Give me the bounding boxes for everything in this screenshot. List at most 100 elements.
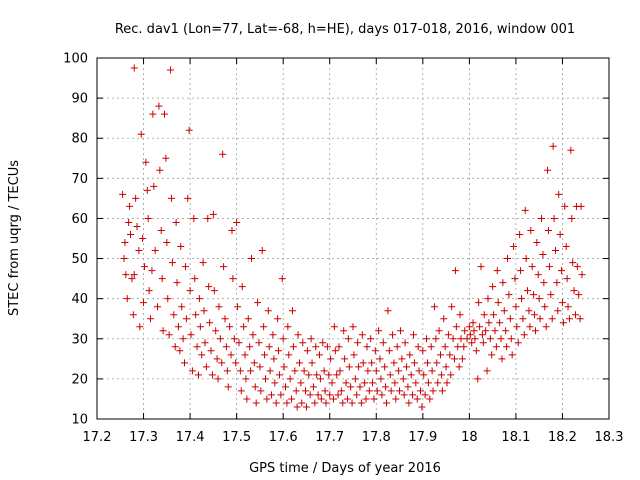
data-point: [344, 335, 352, 343]
data-point: [562, 243, 570, 251]
data-point: [148, 267, 156, 275]
data-point: [298, 399, 306, 407]
data-point: [471, 335, 479, 343]
data-point: [260, 323, 268, 331]
data-point: [420, 371, 428, 379]
data-point: [149, 110, 157, 118]
data-point: [520, 331, 528, 339]
data-point: [437, 351, 445, 359]
data-point: [154, 303, 162, 311]
data-point: [522, 255, 530, 263]
data-point: [365, 387, 373, 395]
data-point: [393, 343, 401, 351]
data-point: [143, 186, 151, 194]
data-point: [213, 355, 221, 363]
data-point: [429, 387, 437, 395]
data-point: [489, 283, 497, 291]
x-tick-label: 17.6: [269, 430, 298, 445]
data-point: [202, 363, 210, 371]
data-point: [479, 339, 487, 347]
data-point: [326, 391, 334, 399]
data-point: [499, 279, 507, 287]
data-point: [337, 387, 345, 395]
data-point: [241, 351, 249, 359]
data-point: [415, 367, 423, 375]
data-point: [327, 355, 335, 363]
data-point: [329, 395, 337, 403]
data-point: [475, 299, 483, 307]
data-point: [396, 327, 404, 335]
data-point: [457, 335, 465, 343]
data-point: [250, 359, 258, 367]
data-point: [244, 315, 252, 323]
data-point: [480, 311, 488, 319]
data-point: [336, 367, 344, 375]
data-point: [122, 271, 130, 279]
data-point: [527, 226, 535, 234]
data-point: [433, 359, 441, 367]
data-point: [207, 347, 215, 355]
data-point: [419, 347, 427, 355]
data-point: [238, 283, 246, 291]
data-point: [288, 395, 296, 403]
data-point: [123, 295, 131, 303]
data-point: [496, 319, 504, 327]
data-point: [283, 399, 291, 407]
data-point: [426, 395, 434, 403]
data-point: [531, 327, 539, 335]
data-point: [410, 331, 418, 339]
data-point: [221, 315, 229, 323]
data-point: [308, 359, 316, 367]
y-tick-label: 100: [63, 52, 88, 67]
data-point: [150, 182, 158, 190]
data-point: [363, 343, 371, 351]
data-point: [246, 343, 254, 351]
data-point: [205, 283, 213, 291]
data-point: [297, 379, 305, 387]
data-point: [474, 375, 482, 383]
data-point: [158, 275, 166, 283]
data-point: [140, 263, 148, 271]
data-point: [576, 315, 584, 323]
data-point: [335, 343, 343, 351]
data-point: [514, 339, 522, 347]
data-point: [216, 335, 224, 343]
data-point: [261, 351, 269, 359]
data-point: [534, 271, 542, 279]
data-point: [170, 311, 178, 319]
data-point: [512, 303, 520, 311]
data-point: [192, 311, 200, 319]
data-point: [275, 371, 283, 379]
data-point: [235, 339, 243, 347]
data-point: [517, 295, 525, 303]
y-tick-label: 80: [71, 132, 88, 147]
x-tick-label: 18.3: [595, 430, 624, 445]
data-point: [564, 303, 572, 311]
data-point: [195, 295, 203, 303]
data-point: [256, 363, 264, 371]
data-point: [145, 287, 153, 295]
y-tick-label: 10: [71, 413, 88, 428]
data-point: [233, 218, 241, 226]
data-point: [258, 247, 266, 255]
data-point: [182, 315, 190, 323]
data-point: [558, 267, 566, 275]
data-point: [384, 307, 392, 315]
data-point: [448, 303, 456, 311]
data-point: [378, 391, 386, 399]
data-point: [358, 331, 366, 339]
data-point: [472, 347, 480, 355]
x-axis-label: GPS time / Days of year 2016: [249, 461, 441, 476]
data-point: [147, 315, 155, 323]
data-point: [372, 367, 380, 375]
data-point: [268, 391, 276, 399]
data-point: [132, 194, 140, 202]
x-tick-label: 17.7: [315, 430, 344, 445]
data-point: [314, 391, 322, 399]
data-point: [313, 371, 321, 379]
data-point: [215, 303, 223, 311]
plot-border: [96, 57, 610, 420]
data-point: [434, 379, 442, 387]
y-tick-label: 90: [71, 92, 88, 107]
